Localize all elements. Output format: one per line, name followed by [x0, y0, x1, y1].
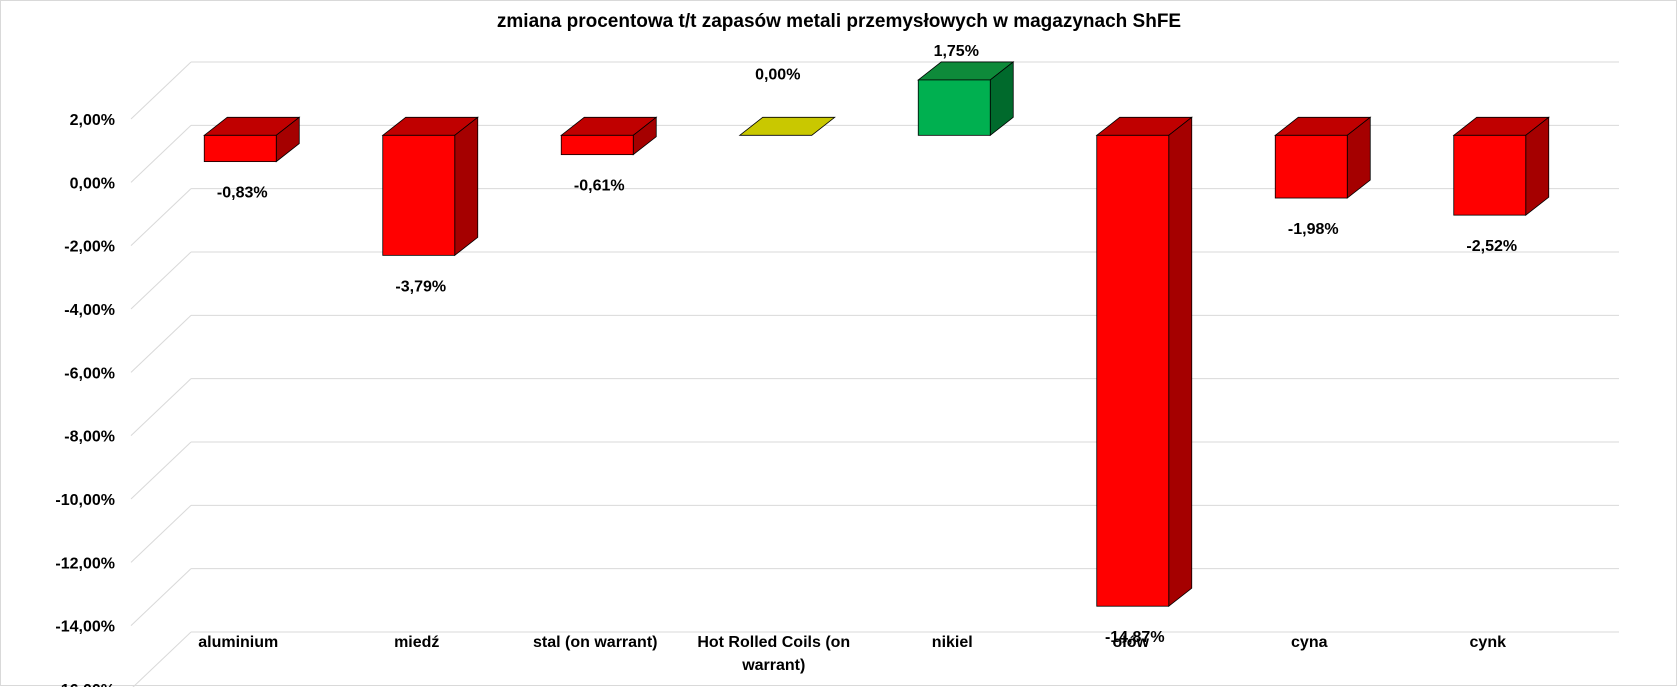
- bar-8: [1452, 116, 1550, 216]
- data-label: -0,83%: [217, 185, 268, 202]
- category-label: stal (on warrant): [533, 634, 657, 651]
- data-labels: -0,83% -3,79% -0,61% 0,00% 1,75% -14,87% -1,98…: [217, 43, 1517, 646]
- gridline-diagonal: [130, 188, 192, 247]
- y-tick-label: -2,00%: [64, 239, 115, 256]
- y-tick-label: -4,00%: [64, 302, 115, 319]
- data-label: 1,75%: [934, 43, 979, 60]
- category-label: Hot Rolled Coils (on: [697, 634, 850, 651]
- y-axis-tick-labels: 2,00% 0,00% -2,00% -4,00% -6,00% -8,00% -10,00…: [55, 112, 115, 687]
- data-label: -1,98%: [1288, 221, 1339, 238]
- bar-front-face: [203, 134, 277, 163]
- gridlines: [130, 61, 1619, 687]
- gridline-diagonal: [130, 314, 192, 373]
- bar-front-face: [1453, 134, 1527, 216]
- bar-5: [917, 61, 1015, 137]
- bar-front-face: [1096, 134, 1170, 607]
- y-tick-label: -8,00%: [64, 429, 115, 446]
- category-label: ołów: [1113, 634, 1150, 651]
- y-tick-label: -10,00%: [55, 492, 115, 509]
- y-tick-label: 0,00%: [70, 175, 115, 192]
- gridline-diagonal: [130, 124, 192, 183]
- y-tick-label: 2,00%: [70, 112, 115, 129]
- gridline-diagonal: [130, 568, 192, 627]
- bars: [203, 61, 1550, 608]
- bar-7: [1274, 116, 1372, 199]
- data-label: -2,52%: [1466, 238, 1517, 255]
- bar-3: [560, 116, 658, 156]
- y-tick-label: -16,00%: [55, 682, 115, 687]
- gridline-diagonal: [130, 378, 192, 437]
- bar-side-face: [454, 116, 479, 257]
- x-axis-category-labels: aluminium miedź stal (on warrant) Hot Rolle…: [198, 634, 1506, 674]
- bar-side-face: [1168, 116, 1193, 608]
- gridline-diagonal: [130, 61, 192, 120]
- data-label: -0,61%: [574, 178, 625, 195]
- data-label: -3,79%: [395, 278, 446, 295]
- bar-6: [1095, 116, 1193, 608]
- bar-front-face: [1274, 134, 1348, 199]
- y-tick-label: -6,00%: [64, 365, 115, 382]
- chart-title: zmiana procentowa t/t zapasów metali prz…: [497, 11, 1181, 32]
- category-label: cynk: [1470, 634, 1507, 651]
- gridline-diagonal: [130, 504, 192, 563]
- gridline-diagonal: [132, 631, 192, 687]
- category-label: warrant): [741, 657, 805, 674]
- data-label: -14,87%: [1105, 629, 1165, 646]
- data-label: 0,00%: [755, 66, 800, 83]
- gridline-diagonal: [130, 441, 192, 500]
- category-label: miedź: [394, 634, 439, 651]
- bar-2: [381, 116, 479, 257]
- category-label: nikiel: [932, 634, 973, 651]
- bar-top-face: [738, 116, 836, 136]
- bar-front-face: [382, 134, 456, 256]
- y-tick-label: -12,00%: [55, 555, 115, 572]
- bar-front-face: [560, 134, 634, 156]
- bar-front-face: [917, 79, 991, 136]
- y-tick-label: -14,00%: [55, 619, 115, 636]
- gridline-diagonal: [130, 251, 192, 310]
- bar-4: [738, 116, 836, 136]
- bar-1: [203, 116, 301, 163]
- category-label: aluminium: [198, 634, 278, 651]
- category-label: cyna: [1291, 634, 1328, 651]
